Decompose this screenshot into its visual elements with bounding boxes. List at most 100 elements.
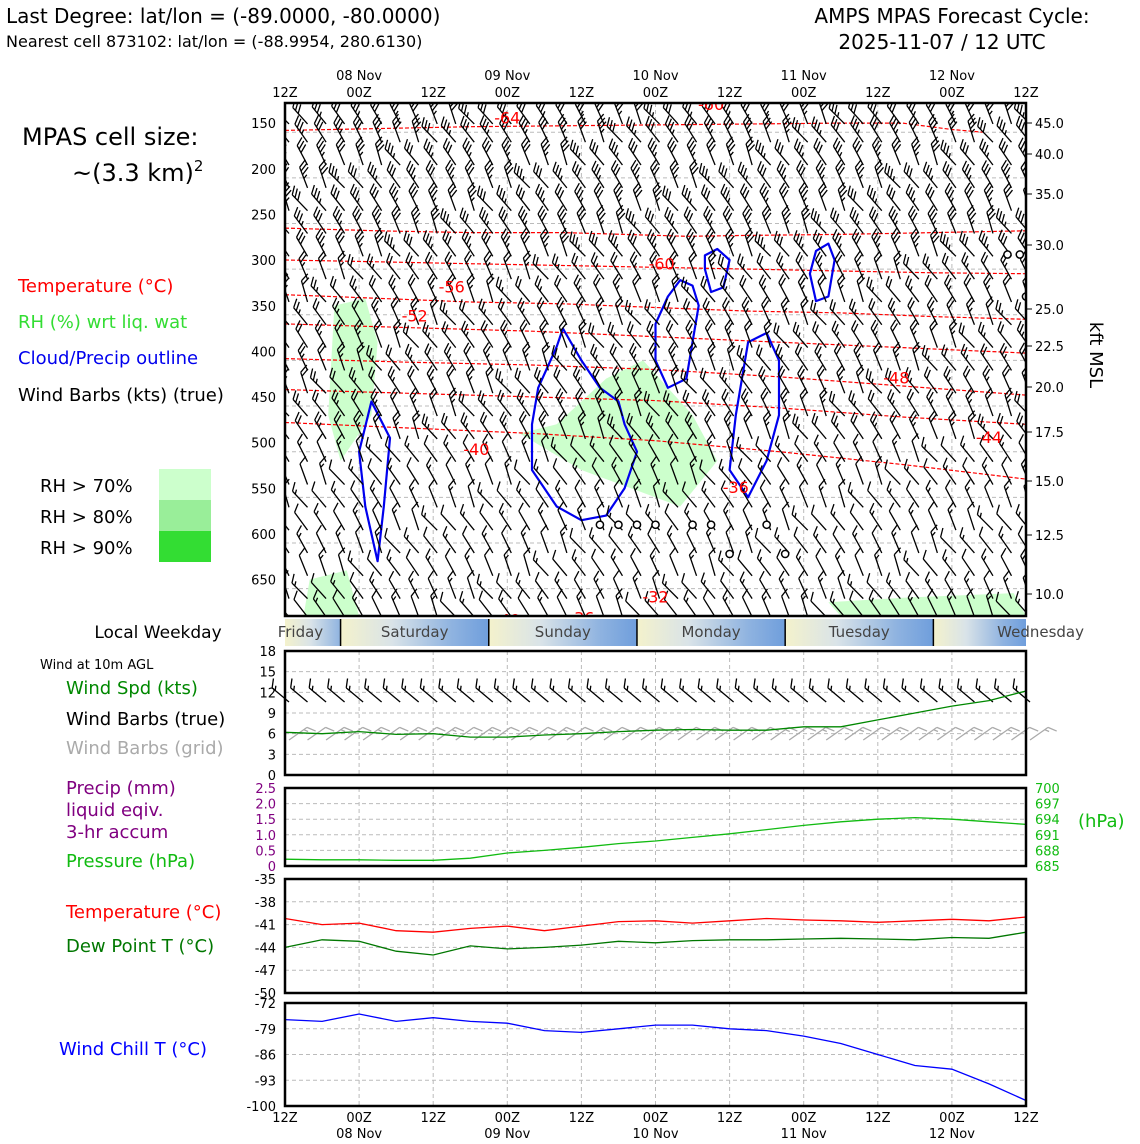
pressure-tick-right: 691 [1035, 829, 1060, 844]
upper-wind-barb [717, 550, 735, 577]
upper-wind-barb [350, 388, 364, 417]
upper-wind-barb [986, 204, 996, 234]
top-date-tick: 11 Nov [781, 69, 827, 84]
upper-wind-barb [830, 412, 846, 440]
upper-wind-barb [959, 230, 975, 257]
upper-wind-barb [800, 296, 809, 325]
upper-wind-barb [296, 137, 309, 166]
isotherm-labels: -64 -60 -60 -56 -52 -48 -44 -40 -36 -32 -40 -36 [402, 103, 1002, 616]
upper-wind-barb [892, 341, 901, 371]
upper-wind-barb [725, 136, 736, 166]
upper-wind-barb [871, 136, 883, 166]
panel-y-tick: 0 [268, 860, 276, 875]
panel-y-tick: -47 [255, 964, 276, 979]
upper-wind-barb [662, 390, 679, 417]
upper-wind-barb [981, 548, 994, 577]
upper-wind-barb [662, 185, 679, 212]
upper-wind-barb [624, 299, 642, 326]
rh90-swatch [159, 531, 211, 562]
rh80-swatch [159, 500, 211, 531]
upper-wind-barb [384, 527, 401, 554]
upper-wind-barb [557, 113, 568, 143]
upper-wind-barb [944, 182, 957, 211]
upper-wind-barb [439, 299, 457, 326]
upper-wind-barb [866, 184, 883, 212]
upper-wind-barb [576, 501, 587, 531]
upper-wind-barb [481, 525, 494, 554]
upper-wind-barb [757, 457, 772, 485]
panel-y-tick: -41 [255, 919, 276, 934]
upper-wind-barb [925, 183, 938, 212]
upper-wind-barb [905, 183, 920, 212]
upper-wind-barb [903, 458, 920, 485]
upper-wind-barb [467, 478, 475, 508]
upper-wind-barb [1000, 159, 1013, 189]
upper-wind-barb [998, 137, 1013, 166]
upper-wind-barb [718, 162, 735, 189]
upper-wind-barb [334, 319, 346, 348]
upper-wind-barb [285, 512, 290, 531]
upper-wind-barb [717, 253, 735, 280]
upper-wind-barb [294, 115, 309, 143]
upper-wind-barb [651, 273, 661, 303]
upper-wind-barb [515, 572, 531, 600]
calm-circle [780, 549, 790, 559]
upper-wind-barb [740, 479, 753, 508]
upper-wind-barb [664, 206, 679, 234]
upper-wind-barb [796, 456, 809, 485]
upper-wind-barb [978, 230, 994, 257]
upper-wind-barb [815, 159, 827, 189]
wind10-true-barb [567, 678, 586, 703]
wind10-grid-barb [788, 726, 817, 741]
wind10-grid-barb [807, 726, 835, 741]
upper-wind-barb [315, 228, 327, 257]
upper-wind-barb [817, 570, 827, 599]
height-axis: 45.0 40.0 35.0 30.0 25.0 22.5 20.0 17.5 15.0 12.5… [1026, 117, 1064, 603]
upper-wind-barb [311, 103, 327, 125]
upper-wind-barb [701, 389, 716, 417]
title-right-1: AMPS MPAS Forecast Cycle: [814, 4, 1089, 28]
upper-wind-barb [330, 480, 346, 508]
upper-wind-barb [686, 136, 698, 166]
upper-wind-barb [372, 113, 383, 143]
calm-circle [632, 520, 642, 530]
upper-wind-barb [757, 161, 772, 189]
upper-wind-barb [646, 320, 661, 348]
upper-wind-barb [755, 344, 772, 371]
upper-wind-barb [832, 137, 846, 166]
cell-size-line1: MPAS cell size: [22, 123, 198, 151]
upper-wind-barb [476, 185, 494, 212]
wind10-grid-barb [325, 726, 354, 741]
upper-wind-barb [680, 368, 698, 394]
pressure-tick-right: 688 [1035, 844, 1060, 859]
upper-wind-barb [445, 456, 457, 485]
upper-wind-barb [652, 478, 661, 508]
upper-wind-barb [495, 368, 512, 394]
upper-wind-barb [351, 589, 364, 616]
calm-circle [651, 520, 660, 530]
upper-wind-barb [891, 433, 901, 462]
upper-wind-barb [703, 114, 716, 143]
upper-wind-barb [383, 231, 401, 257]
upper-wind-barb [595, 588, 605, 616]
upper-wind-barb [847, 573, 864, 600]
upper-wind-barb [571, 252, 586, 280]
upper-wind-barb [384, 436, 401, 463]
upper-wind-barb [853, 342, 864, 371]
upper-wind-barb [476, 573, 494, 600]
panel-y-tick: 0 [268, 769, 276, 784]
upper-wind-barb [480, 320, 494, 348]
upper-wind-barb [285, 442, 290, 463]
upper-wind-barb [781, 501, 790, 531]
calm-circle [1015, 250, 1025, 259]
upper-wind-barb [719, 367, 735, 394]
upper-wind-barb [649, 251, 661, 280]
upper-wind-barb [596, 113, 607, 143]
upper-wind-barb [923, 458, 938, 485]
upper-wind-barb [665, 320, 679, 348]
upper-wind-barb [354, 524, 364, 554]
upper-wind-barb [593, 570, 605, 599]
precip-legend-3: 3-hr accum [66, 822, 168, 843]
upper-wind-barb [1000, 547, 1013, 577]
wind10-true-barb [827, 678, 846, 703]
